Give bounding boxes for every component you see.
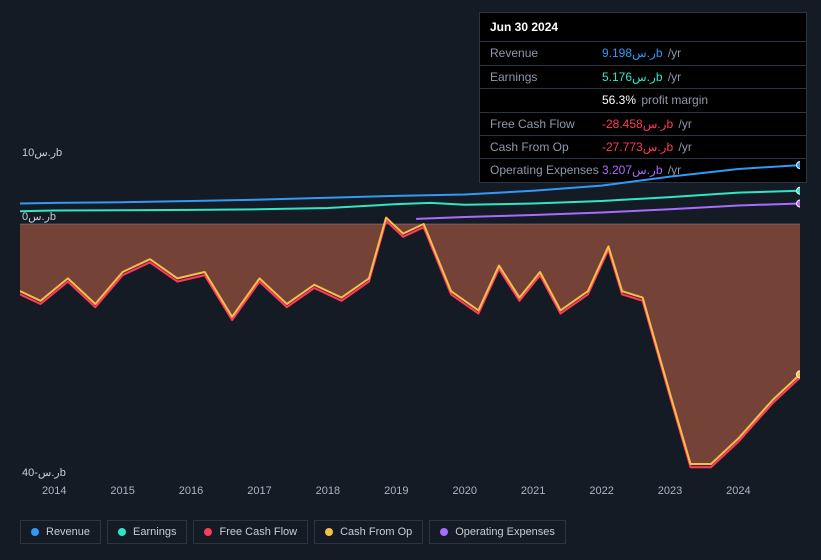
x-axis-label: 2018: [316, 485, 340, 497]
x-axis-label: 2014: [42, 485, 66, 497]
legend-label: Cash From Op: [340, 526, 412, 538]
tooltip-row: Revenue9.198ر.سb /yr: [480, 42, 806, 65]
tooltip-value: -28.458ر.سb /yr: [602, 117, 796, 131]
legend-item-revenue[interactable]: Revenue: [20, 520, 101, 544]
chart-svg: [20, 160, 800, 480]
legend-label: Free Cash Flow: [219, 526, 297, 538]
legend-swatch: [204, 528, 212, 536]
legend-swatch: [31, 528, 39, 536]
legend-item-cash-from-op[interactable]: Cash From Op: [314, 520, 423, 544]
legend-swatch: [325, 528, 333, 536]
legend-label: Earnings: [133, 526, 176, 538]
x-axis-label: 2017: [247, 485, 271, 497]
x-axis-label: 2024: [726, 485, 750, 497]
tooltip-label: Cash From Op: [490, 140, 602, 154]
tooltip-label: Earnings: [490, 70, 602, 84]
tooltip-label: Free Cash Flow: [490, 117, 602, 131]
tooltip-date: Jun 30 2024: [480, 13, 806, 42]
legend-item-earnings[interactable]: Earnings: [107, 520, 187, 544]
chart-legend: Revenue Earnings Free Cash Flow Cash From O…: [20, 520, 566, 544]
tooltip-row: Earnings5.176ر.سb /yr: [480, 66, 806, 89]
tooltip-row: Free Cash Flow-28.458ر.سb /yr: [480, 113, 806, 136]
x-axis-label: 2020: [452, 485, 476, 497]
x-axis-label: 2022: [589, 485, 613, 497]
tooltip-value: 5.176ر.سb /yr: [602, 70, 796, 84]
legend-swatch: [118, 528, 126, 536]
legend-swatch: [440, 528, 448, 536]
x-axis: 2014 2015 2016 2017 2018 2019 2020 2021 2022 2023…: [20, 485, 800, 505]
tooltip-value: 9.198ر.سb /yr: [602, 46, 796, 60]
legend-item-free-cash-flow[interactable]: Free Cash Flow: [193, 520, 308, 544]
x-axis-label: 2016: [179, 485, 203, 497]
tooltip-row: Cash From Op-27.773ر.سb /yr: [480, 136, 806, 159]
y-axis-label: ر.س10b: [22, 146, 62, 159]
tooltip-value: -27.773ر.سb /yr: [602, 140, 796, 154]
tooltip-row: 56.3% profit margin: [480, 89, 806, 112]
y-axis-label: ر.س-40b: [22, 466, 66, 479]
y-axis-label: ر.س0b: [22, 210, 56, 223]
x-axis-label: 2021: [521, 485, 545, 497]
x-axis-label: 2023: [658, 485, 682, 497]
tooltip-label: Revenue: [490, 46, 602, 60]
legend-item-operating-expenses[interactable]: Operating Expenses: [429, 520, 566, 544]
chart-plot-area[interactable]: [20, 160, 800, 480]
legend-label: Operating Expenses: [455, 526, 555, 538]
x-axis-label: 2015: [110, 485, 134, 497]
legend-label: Revenue: [46, 526, 90, 538]
chart-tooltip: Jun 30 2024 Revenue9.198ر.سb /yrEarnings…: [479, 12, 807, 183]
x-axis-label: 2019: [384, 485, 408, 497]
